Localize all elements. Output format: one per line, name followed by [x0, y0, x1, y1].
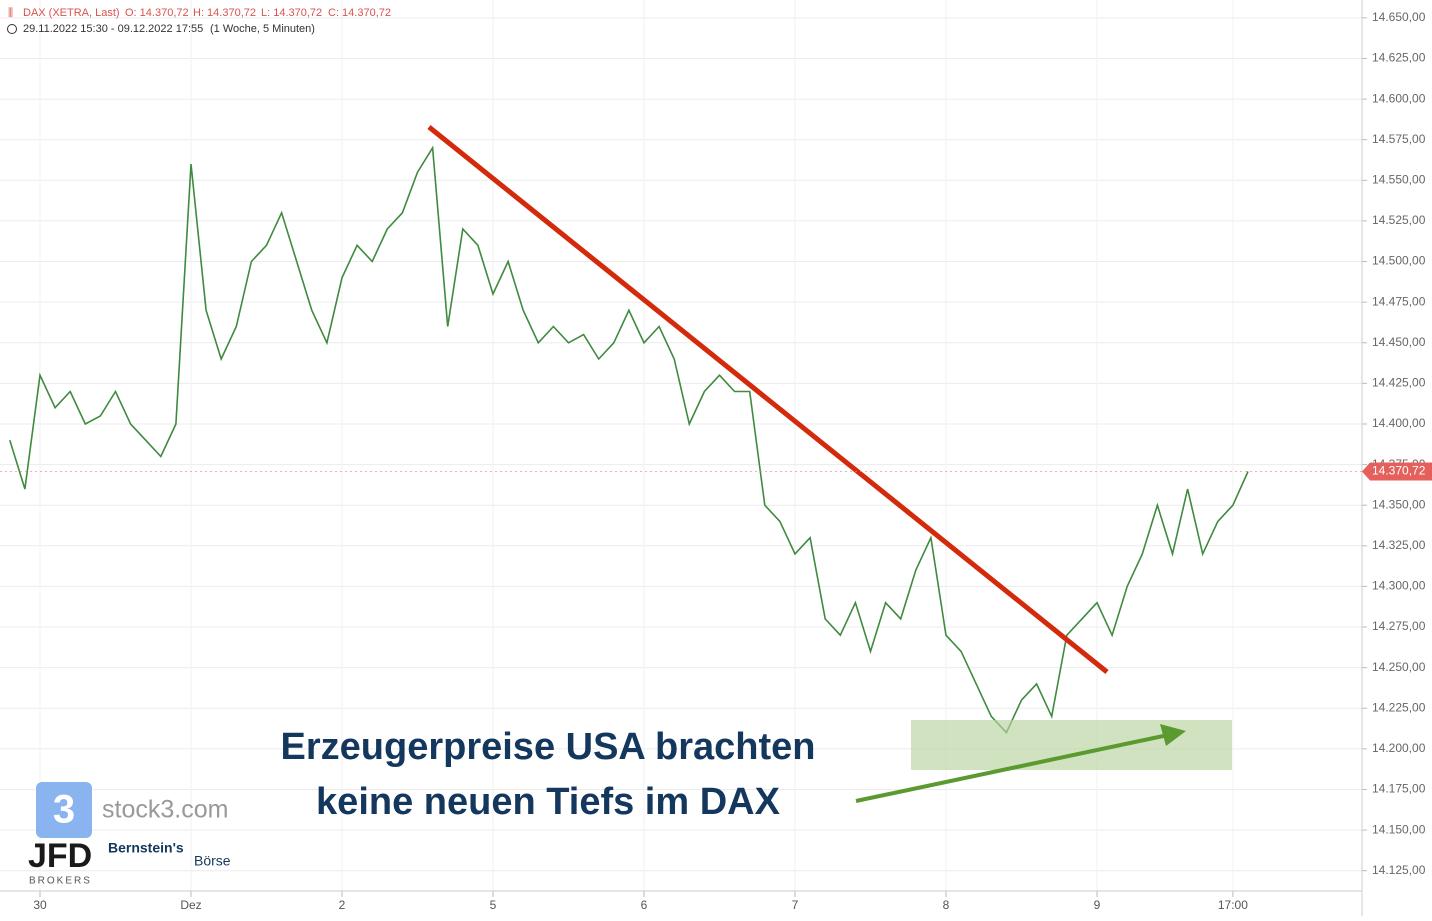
clock-icon: [7, 24, 17, 34]
y-tick-label: 14.400,00: [1372, 416, 1426, 430]
logo-text: Bernstein's: [108, 840, 184, 856]
y-tick-label: 14.350,00: [1372, 497, 1426, 511]
annotation: keine neuen Tiefs im DAX: [316, 781, 781, 823]
y-tick-label: 14.175,00: [1372, 782, 1426, 796]
y-tick-label: 14.200,00: [1372, 741, 1426, 755]
logo-glyph: 3: [53, 788, 75, 832]
last-price-label: 14.370,72: [1372, 464, 1426, 478]
y-tick-label: 14.500,00: [1372, 254, 1426, 268]
x-tick-label: 8: [943, 898, 950, 912]
y-tick-label: 14.550,00: [1372, 172, 1426, 186]
interval: (1 Woche, 5 Minuten): [210, 23, 315, 35]
x-tick-label: 9: [1094, 898, 1101, 912]
y-tick-label: 14.425,00: [1372, 376, 1426, 390]
plot: [9, 145, 1249, 735]
y-tick-label: 14.125,00: [1372, 863, 1426, 877]
y-tick-label: 14.475,00: [1372, 294, 1426, 308]
x-tick-label: Dez: [180, 898, 201, 912]
ohlc: C: 14.370,72: [328, 7, 391, 19]
y-tick-label: 14.625,00: [1372, 51, 1426, 65]
logo-text: stock3.com: [102, 796, 228, 824]
logo-text: BROKERS: [29, 876, 92, 887]
y-tick-label: 14.450,00: [1372, 335, 1426, 349]
symbol: ⫼: [8, 7, 13, 19]
x-tick-label: 5: [490, 898, 497, 912]
x-tick-label: 30: [33, 898, 47, 912]
x-tick-label: 6: [641, 898, 648, 912]
date-range: 29.11.2022 15:30 - 09.12.2022 17:55: [23, 23, 203, 35]
ohlc: H: 14.370,72: [193, 7, 256, 19]
ohlc: O: 14.370,72: [125, 7, 189, 19]
logo-text: JFD: [28, 837, 92, 875]
y-tick-label: 14.650,00: [1372, 10, 1426, 24]
y-tick-label: 14.300,00: [1372, 579, 1426, 593]
symbol: DAX (XETRA, Last): [23, 7, 120, 19]
annotation: Erzeugerpreise USA brachten: [281, 726, 816, 768]
x-tick-label: 2: [339, 898, 346, 912]
logo-text: Börse: [194, 853, 231, 869]
price-line: [9, 145, 1249, 735]
grid: [0, 0, 1367, 897]
y-tick-label: 14.575,00: [1372, 132, 1426, 146]
logo-box: [36, 782, 92, 838]
ohlc: L: 14.370,72: [261, 7, 322, 19]
y-tick-label: 14.150,00: [1372, 822, 1426, 836]
x-tick-label: 7: [792, 898, 799, 912]
y-tick-label: 14.275,00: [1372, 619, 1426, 633]
trend-line: [427, 125, 1109, 674]
arrow-head: [1160, 724, 1186, 746]
x-tick-label: 17:00: [1218, 898, 1248, 912]
last-price-tag: [1362, 462, 1432, 481]
y-tick-label: 14.600,00: [1372, 91, 1426, 105]
arrow: [855, 733, 1169, 803]
y-tick-label: 14.525,00: [1372, 213, 1426, 227]
y-tick-label: 14.325,00: [1372, 538, 1426, 552]
support-zone: [911, 720, 1232, 770]
y-tick-label: 14.250,00: [1372, 660, 1426, 674]
y-tick-label: 14.225,00: [1372, 700, 1426, 714]
